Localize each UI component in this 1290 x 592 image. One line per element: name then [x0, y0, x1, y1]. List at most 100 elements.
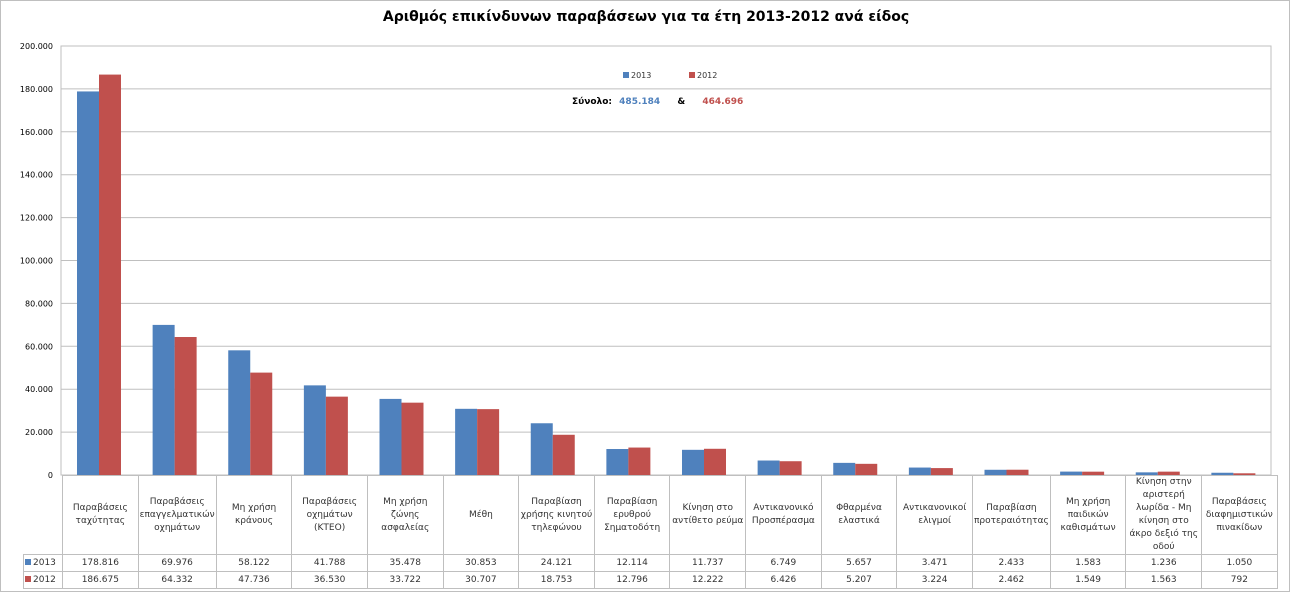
bar-2013 — [908, 467, 931, 475]
data-label: 1.583 — [1049, 554, 1127, 572]
data-label: 5.657 — [820, 554, 898, 572]
data-label: 792 — [1201, 571, 1278, 589]
legend-swatch-2012 — [689, 72, 695, 78]
data-label: 2.462 — [971, 571, 1051, 589]
bar-2012 — [628, 447, 651, 475]
data-table: Παραβάσεις ταχύτητας Παραβάσεις επαγγελμα… — [23, 475, 1278, 589]
category-label: Φθαρμένα ελαστικά — [820, 475, 898, 555]
y-tick-label: 100.000 — [20, 257, 53, 266]
data-label: 41.788 — [291, 554, 368, 572]
data-label: 1.050 — [1201, 554, 1278, 572]
bar-2012 — [250, 372, 273, 475]
legend-swatch — [25, 559, 31, 565]
category-label: Κίνηση στην αριστερή λωρίδα - Μη κίνηση … — [1125, 475, 1203, 555]
category-label: Κίνηση στο αντίθετο ρεύμα — [669, 475, 747, 555]
data-label: 64.332 — [137, 571, 217, 589]
bar-2013 — [77, 91, 99, 475]
bar-2013 — [530, 423, 553, 475]
legend-label: 2012 — [697, 71, 718, 80]
bar-2012 — [477, 409, 500, 475]
category-label: Μέθη — [442, 475, 520, 555]
data-label: 5.207 — [820, 571, 898, 589]
legend-swatch-2013 — [623, 72, 629, 78]
bar-2013 — [228, 350, 251, 475]
chart-title: Αριθμός επικίνδυνων παραβάσεων για τα έτ… — [382, 9, 910, 25]
y-tick-label: 20.000 — [25, 428, 53, 437]
row-header: 2013 — [23, 554, 63, 572]
y-tick-label: 140.000 — [20, 171, 53, 180]
y-tick-label: 120.000 — [20, 214, 53, 223]
bar-2012 — [401, 402, 424, 475]
bar-2012 — [1157, 471, 1180, 475]
bar-2013 — [606, 449, 629, 475]
data-label: 12.114 — [593, 554, 671, 572]
category-label: Αντικανονικό Προσπέρασμα — [745, 475, 822, 555]
data-label: 35.478 — [366, 554, 444, 572]
y-tick-label: 180.000 — [20, 85, 53, 94]
category-label: Παραβάσεις ταχύτητας — [62, 475, 139, 555]
data-label: 1.563 — [1125, 571, 1203, 589]
category-row: Παραβάσεις ταχύτητας Παραβάσεις επαγγελμα… — [23, 475, 1278, 555]
legend-label: 2013 — [631, 71, 652, 80]
bar-2013 — [455, 408, 478, 475]
data-label: 47.736 — [215, 571, 293, 589]
category-label: Μη χρήση κράνους — [215, 475, 293, 555]
y-tick-label: 40.000 — [25, 385, 53, 394]
category-label: Αντικανονικοί ελιγμοί — [896, 475, 973, 555]
table-row-2012: 2012 186.675 64.332 47.736 36.530 33.722 30.70… — [23, 571, 1278, 589]
category-label: Παραβάσεις διαφημιστικών πινακίδων — [1201, 475, 1278, 555]
totals-separator: & — [677, 97, 686, 107]
data-label: 30.853 — [442, 554, 520, 572]
bar-2012 — [1233, 473, 1256, 475]
data-label: 6.426 — [745, 571, 822, 589]
totals-annotation: Σύνολο: 485.184 & 464.696 — [572, 97, 743, 107]
y-tick-label: 60.000 — [25, 342, 53, 351]
table-row-2013: 2013 178.816 69.976 58.122 41.788 35.478 30.85… — [23, 554, 1278, 572]
bar-2013 — [1211, 472, 1234, 475]
data-label: 11.737 — [669, 554, 747, 572]
data-label: 30.707 — [442, 571, 520, 589]
bar-2012 — [1082, 471, 1105, 475]
category-label: Μη χρήση ζώνης ασφαλείας — [366, 475, 444, 555]
data-label: 178.816 — [62, 554, 139, 572]
y-tick-label: 80.000 — [25, 299, 53, 308]
totals-label: Σύνολο: — [572, 97, 613, 107]
data-label: 186.675 — [62, 571, 139, 589]
total-2012: 464.696 — [702, 97, 744, 107]
row-header: 2012 — [23, 571, 63, 589]
series-name: 2013 — [33, 558, 56, 568]
total-2013: 485.184 — [619, 97, 661, 107]
bar-2013 — [152, 324, 175, 475]
data-label: 33.722 — [366, 571, 444, 589]
data-label: 1.549 — [1049, 571, 1127, 589]
bar-2013 — [984, 469, 1007, 475]
legend-swatch — [25, 576, 31, 582]
category-label: Παραβίαση χρήσης κινητού τηλεφώνου — [518, 475, 595, 555]
bar-2012 — [1006, 469, 1029, 475]
data-label: 18.753 — [518, 571, 595, 589]
data-label: 1.236 — [1125, 554, 1203, 572]
category-label: Παραβάσεις οχημάτων (ΚΤΕΟ) — [291, 475, 368, 555]
bar-2012 — [99, 74, 121, 475]
data-label: 2.433 — [971, 554, 1051, 572]
bar-2013 — [682, 449, 704, 475]
table-corner — [23, 475, 63, 555]
legend-item-2012: 2012 — [689, 71, 717, 80]
category-label: Παραβάσεις επαγγελματικών οχημάτων — [137, 475, 217, 555]
legend-item-2013: 2013 — [623, 71, 651, 80]
bar-2012 — [779, 461, 802, 475]
category-label: Μη χρήση παιδικών καθισμάτων — [1049, 475, 1127, 555]
data-label: 58.122 — [215, 554, 293, 572]
bar-2012 — [552, 434, 575, 475]
data-label: 12.222 — [669, 571, 747, 589]
series-name: 2012 — [33, 575, 56, 585]
data-label: 69.976 — [137, 554, 217, 572]
bar-2012 — [174, 337, 197, 475]
data-label: 3.471 — [896, 554, 973, 572]
data-label: 24.121 — [518, 554, 595, 572]
bar-2012 — [325, 396, 348, 475]
bar-2013 — [757, 460, 780, 475]
data-label: 12.796 — [593, 571, 671, 589]
bar-2012 — [855, 463, 878, 475]
